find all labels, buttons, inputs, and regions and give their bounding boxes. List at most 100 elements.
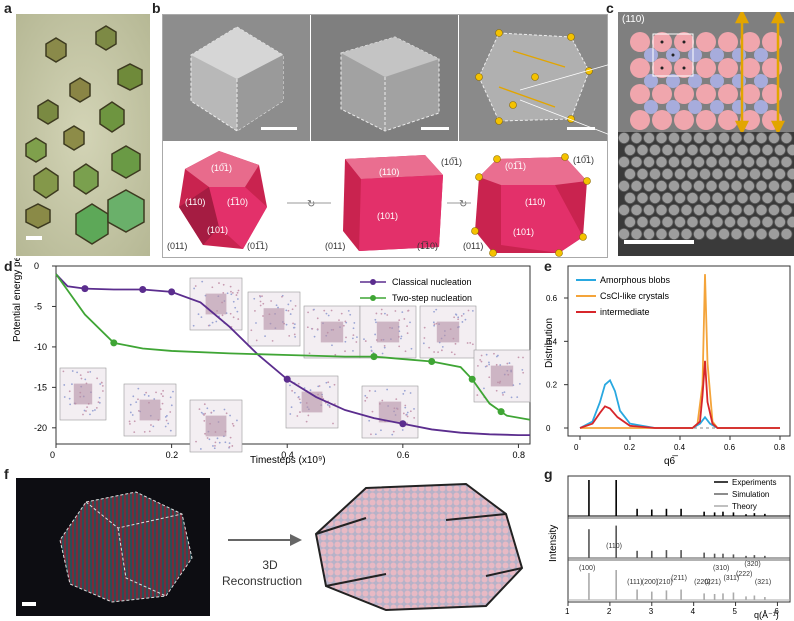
snapshot-particle: [331, 310, 333, 312]
snapshot-particle: [144, 394, 146, 396]
hkl-label: (221): [705, 579, 721, 586]
snapshot-particle: [365, 340, 367, 342]
snapshot-particle: [328, 315, 330, 317]
snapshot-particle: [288, 310, 290, 312]
snapshot-particle: [404, 407, 406, 409]
x-tick-label: 0: [574, 443, 579, 452]
snapshot-particle: [356, 336, 358, 338]
snapshot-particle: [162, 403, 164, 405]
snapshot-particle: [102, 385, 104, 387]
snapshot-particle: [334, 354, 336, 356]
facet-label: (10̅1): [573, 155, 594, 165]
particle: [731, 228, 742, 239]
snapshot-particle: [407, 332, 409, 334]
snapshot-particle: [375, 433, 377, 435]
snapshot-particle: [317, 385, 319, 387]
snapshot-particle: [461, 321, 463, 323]
particle: [674, 168, 685, 179]
snapshot-particle: [410, 410, 412, 412]
series-marker: [428, 358, 435, 365]
snapshot-particle: [129, 423, 131, 425]
snapshot-particle: [374, 319, 376, 321]
snapshot-particle: [150, 424, 152, 426]
particle: [737, 168, 748, 179]
particle: [724, 144, 735, 155]
snapshot-particle: [224, 409, 226, 411]
snapshot-particle: [212, 445, 214, 447]
snapshot-particle: [130, 404, 132, 406]
snapshot-particle: [353, 322, 355, 324]
snapshot-particle: [457, 316, 459, 318]
snapshot-particle: [230, 291, 232, 293]
particle: [731, 132, 742, 143]
particle: [643, 204, 654, 215]
snapshot-particle: [264, 335, 266, 337]
snapshot-particle: [481, 355, 483, 357]
snapshot-particle: [352, 350, 354, 352]
particle: [731, 156, 742, 167]
facet-label: (110): [622, 14, 645, 25]
snapshot-particle: [345, 337, 347, 339]
snapshot-particle: [368, 420, 370, 422]
snapshot-particle: [511, 396, 513, 398]
particle: [699, 192, 710, 203]
snapshot-particle: [129, 421, 131, 423]
snapshot-particle: [455, 343, 457, 345]
snapshot-particle: [355, 341, 357, 343]
series-marker: [168, 288, 175, 295]
series-marker: [498, 408, 505, 415]
snapshot-particle: [160, 393, 162, 395]
snapshot-particle: [215, 321, 217, 323]
snapshot-particle: [488, 362, 490, 364]
snapshot-particle: [326, 313, 328, 315]
snapshot-particle: [238, 290, 240, 292]
snapshot-particle: [314, 336, 316, 338]
particle: [774, 168, 785, 179]
snapshot-particle: [232, 423, 234, 425]
snapshot-particle: [204, 403, 206, 405]
snapshot-particle: [504, 391, 506, 393]
snapshot-particle: [344, 321, 346, 323]
snapshot-particle: [72, 370, 74, 372]
particle: [624, 216, 635, 227]
snapshot-particle: [307, 415, 309, 417]
snapshot-particle: [317, 317, 319, 319]
snapshot-particle: [99, 383, 101, 385]
x-axis-label: q(Å⁻¹): [754, 610, 779, 620]
snapshot-particle: [329, 386, 331, 388]
snapshot-particle: [363, 338, 365, 340]
particle: [624, 192, 635, 203]
y-tick-label: -10: [34, 342, 47, 352]
hkl-label: (310): [713, 565, 729, 572]
particle: [693, 228, 704, 239]
series-marker: [284, 376, 291, 383]
crystal-hexagons: [16, 14, 150, 256]
snapshot-particle: [456, 314, 458, 316]
snapshot-particle: [237, 292, 239, 294]
snapshot-particle: [236, 294, 238, 296]
snapshot-particle: [454, 354, 456, 356]
sem-image-2: [311, 15, 458, 141]
chart-d: 0 0.2 0.4 0.6 0.8-20-15-10-50 Potential ener…: [0, 258, 540, 468]
snapshot-particle: [403, 413, 405, 415]
snapshot-particle: [102, 390, 104, 392]
snapshot-particle: [237, 318, 239, 320]
snapshot-particle: [479, 359, 481, 361]
snapshot-particle: [285, 309, 287, 311]
snapshot-cluster: [491, 366, 513, 387]
snapshot-particle: [323, 310, 325, 312]
snapshot-particle: [169, 411, 171, 413]
y-tick-label: -5: [34, 301, 42, 311]
snapshot-particle: [71, 383, 73, 385]
snapshot-particle: [262, 303, 264, 305]
snapshot-particle: [229, 415, 231, 417]
snapshot-particle: [99, 397, 101, 399]
snapshot-particle: [236, 311, 238, 313]
snapshot-particle: [233, 316, 235, 318]
particle: [712, 168, 723, 179]
reconstruction-3d: [306, 478, 536, 616]
snapshot-particle: [229, 446, 231, 448]
x-tick-label: 1: [565, 607, 570, 616]
snapshot-particle: [435, 309, 437, 311]
particle: [743, 180, 754, 191]
